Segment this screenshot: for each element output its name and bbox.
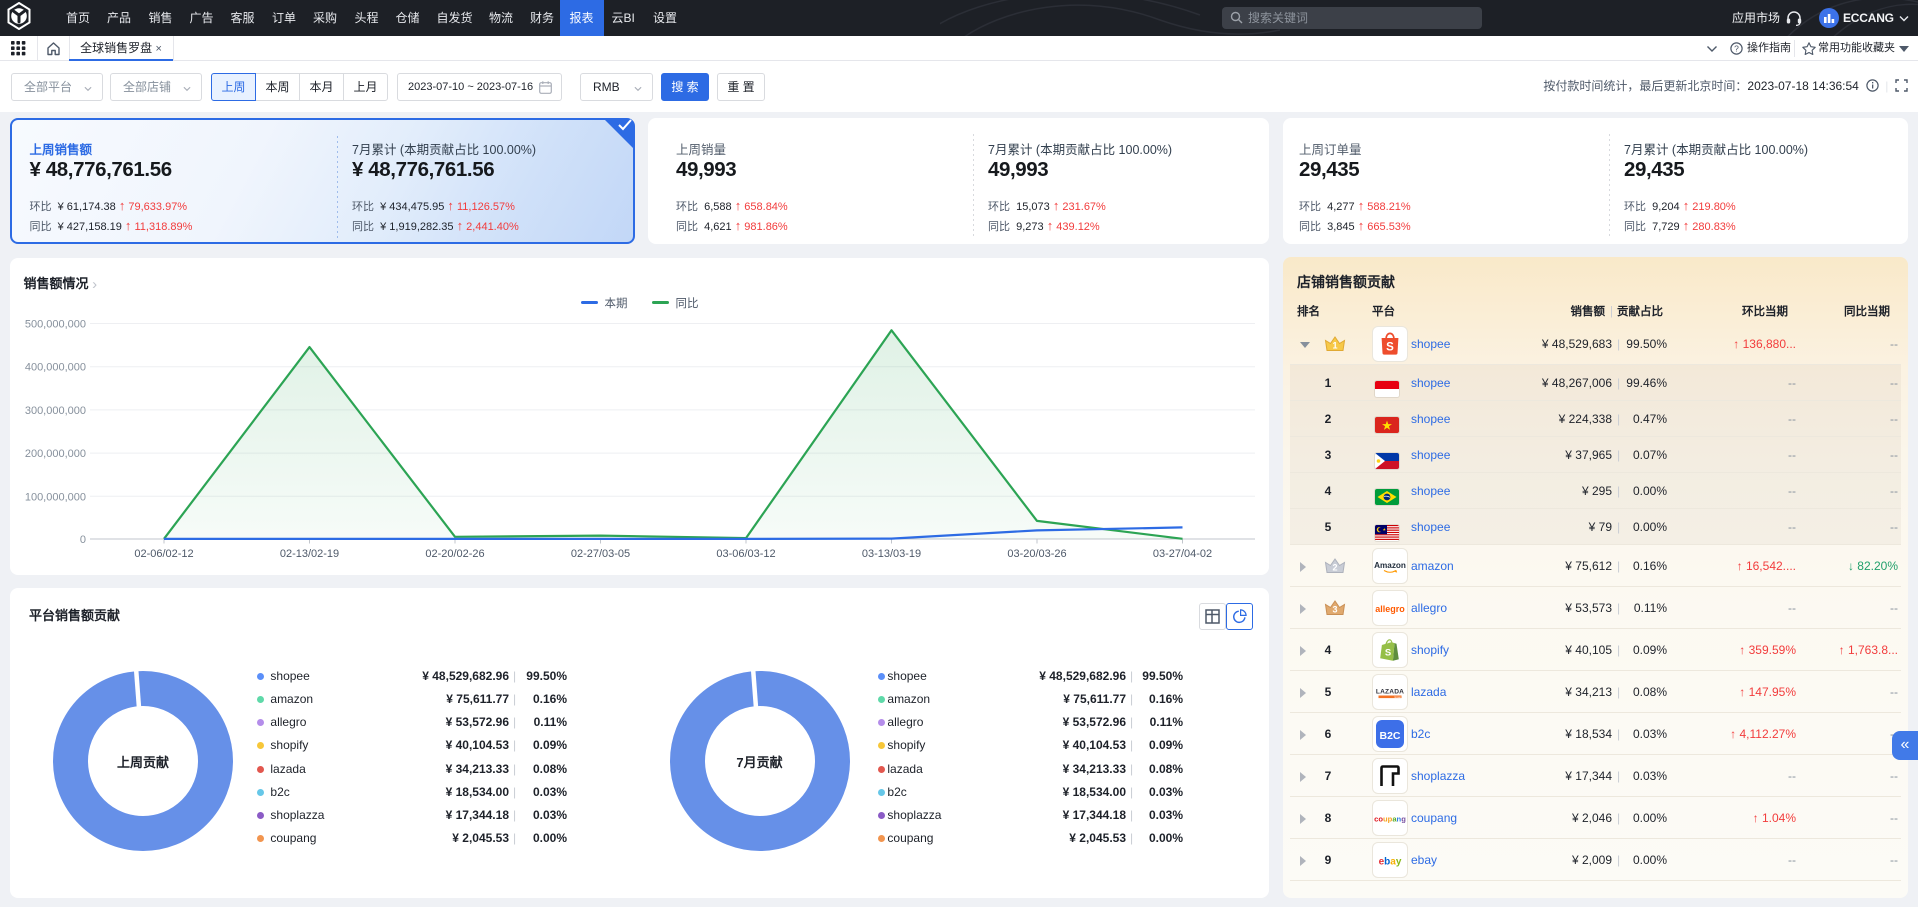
svg-text:200,000,000: 200,000,000 [25,448,86,460]
svg-text:03-20/03-26: 03-20/03-26 [1007,548,1066,560]
svg-text:coupang: coupang [1374,814,1406,823]
svg-text:03-13/03-19: 03-13/03-19 [862,548,921,560]
svg-text:?: ? [1734,43,1739,53]
svg-text:Group: Group [1394,695,1401,698]
svg-text:100,000,000: 100,000,000 [25,491,86,503]
svg-text:03-06/03-12: 03-06/03-12 [716,548,775,560]
svg-text:S: S [1385,647,1391,658]
svg-text:Amazon: Amazon [1374,561,1406,570]
svg-text:500,000,000: 500,000,000 [25,319,86,331]
svg-text:S: S [1386,341,1394,353]
svg-text:ebay: ebay [1379,856,1402,867]
svg-text:02-20/02-26: 02-20/02-26 [425,548,484,560]
svg-text:B2C: B2C [1379,730,1400,742]
svg-text:02-13/02-19: 02-13/02-19 [280,548,339,560]
svg-text:1: 1 [1332,340,1337,350]
svg-text:allegro: allegro [1375,604,1405,614]
svg-text:LAZADA: LAZADA [1376,688,1404,695]
svg-text:02-06/02-12: 02-06/02-12 [134,548,193,560]
svg-text:2: 2 [1332,562,1337,572]
svg-text:0: 0 [80,534,86,546]
svg-text:300,000,000: 300,000,000 [25,405,86,417]
svg-text:3: 3 [1332,604,1337,614]
svg-text:03-27/04-02: 03-27/04-02 [1153,548,1212,560]
svg-text:400,000,000: 400,000,000 [25,362,86,374]
svg-text:02-27/03-05: 02-27/03-05 [571,548,630,560]
